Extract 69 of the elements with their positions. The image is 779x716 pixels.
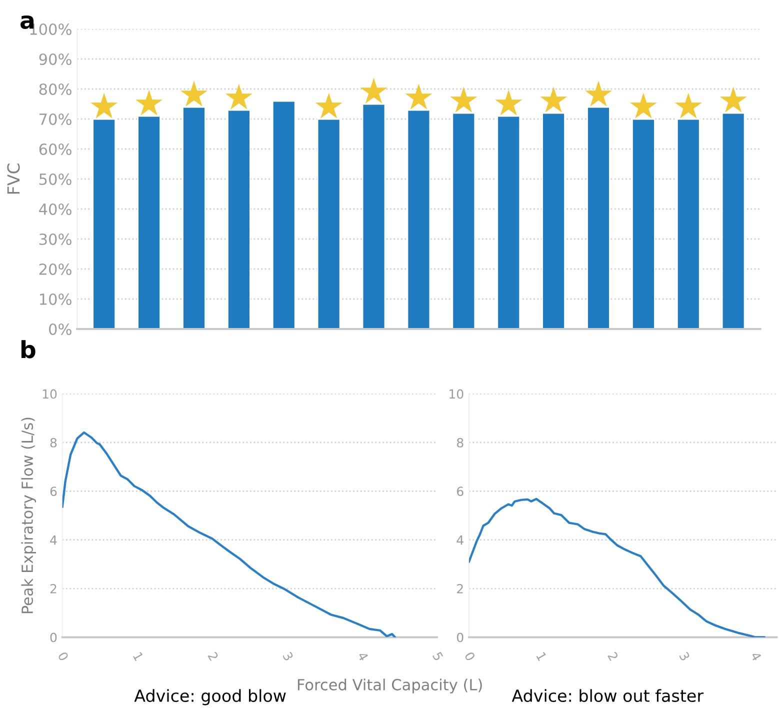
- x-tick-label: 3: [678, 651, 690, 662]
- y-tick-label: 70%: [40, 113, 72, 126]
- y-tick-label: 30%: [39, 233, 72, 246]
- text: Advice: blow out faster: [512, 689, 704, 702]
- bar: [542, 112, 566, 329]
- y-tick-label: 8: [456, 438, 464, 448]
- bar: [362, 103, 386, 329]
- y-tick-label: 2: [457, 584, 463, 594]
- y-tick-label: 0: [50, 632, 57, 642]
- x-tick-label: 2: [608, 651, 618, 661]
- y-tick-label: 50%: [39, 173, 72, 186]
- y-tick-label: 4: [50, 536, 57, 545]
- bar: [586, 106, 610, 329]
- y-tick-label: 10: [42, 389, 57, 399]
- point: [180, 80, 208, 107]
- y-axis-title: FVC: [7, 164, 20, 194]
- bar: [272, 100, 296, 329]
- bar: [137, 115, 161, 329]
- x-tick-label: 4: [750, 651, 762, 662]
- point: [136, 90, 163, 116]
- text: b: [21, 340, 36, 358]
- y-tick-label: 80%: [39, 83, 72, 96]
- y-tick-label: 10: [450, 389, 464, 399]
- y-tick-label: 4: [456, 536, 464, 545]
- y-tick-label: 60%: [39, 143, 72, 156]
- y-tick-label: 20%: [39, 263, 72, 276]
- x-tick-label: 1: [536, 652, 547, 662]
- point: [584, 80, 612, 107]
- x-tick-label: 4: [357, 651, 369, 662]
- line-series: [468, 498, 766, 638]
- y-axis-title: Peak Expiratory Flow (L/s): [21, 418, 36, 614]
- bar: [316, 118, 341, 329]
- point: [495, 90, 522, 116]
- x-tick-label: 3: [282, 651, 294, 662]
- y-tick-label: 6: [457, 486, 464, 496]
- point: [630, 92, 657, 119]
- point: [225, 84, 252, 110]
- x-tick-label: 1: [132, 652, 144, 662]
- bar: [92, 118, 116, 329]
- text: Advice: good blow: [134, 689, 286, 706]
- point: [720, 86, 747, 113]
- y-tick-label: 2: [50, 584, 56, 594]
- bar: [182, 106, 206, 329]
- point: [674, 92, 702, 119]
- y-tick-label: 0: [456, 632, 464, 642]
- bar: [226, 109, 251, 329]
- y-tick-label: 40%: [39, 203, 72, 216]
- bar: [452, 112, 476, 329]
- y-tick-label: 6: [50, 486, 57, 496]
- point: [450, 86, 478, 113]
- x-tick-label: 5: [432, 651, 444, 662]
- line-series: [62, 431, 396, 638]
- y-tick-label: 8: [50, 438, 57, 448]
- point: [315, 92, 342, 119]
- point: [540, 86, 568, 113]
- point: [90, 92, 118, 119]
- y-tick-label: 0%: [49, 323, 72, 336]
- x-tick-label: 2: [208, 651, 219, 661]
- bar: [632, 118, 656, 329]
- y-tick-label: 10%: [40, 293, 72, 306]
- point: [360, 78, 388, 104]
- x-axis-title: Forced Vital Capacity (L): [298, 678, 482, 694]
- bar: [721, 112, 746, 329]
- point: [405, 84, 432, 110]
- bar: [406, 109, 431, 329]
- bar: [496, 115, 521, 329]
- y-tick-label: 90%: [39, 53, 72, 66]
- x-tick-label: 0: [464, 651, 476, 662]
- bar: [676, 118, 700, 329]
